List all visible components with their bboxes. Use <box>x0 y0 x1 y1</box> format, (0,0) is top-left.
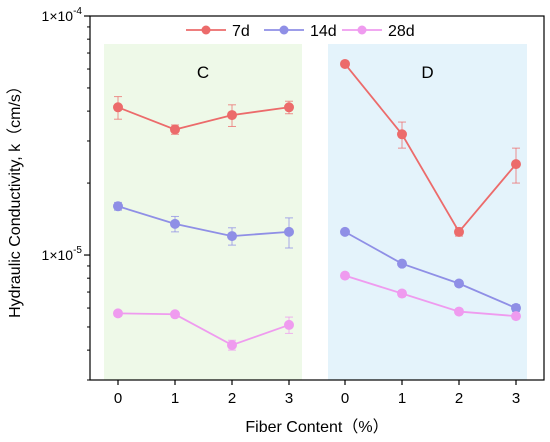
legend-item-14d: 14d <box>264 23 337 40</box>
legend-label: 28d <box>388 23 415 40</box>
plot-frame <box>89 15 545 381</box>
data-point <box>284 102 294 113</box>
legend-label: 7d <box>232 23 250 40</box>
legend-label: 14d <box>310 23 337 40</box>
data-point <box>511 311 521 322</box>
series-C-14d <box>113 201 294 249</box>
data-point <box>397 288 407 299</box>
series-line <box>117 312 290 347</box>
data-point <box>511 159 521 170</box>
data-point <box>284 226 294 237</box>
panel-label-D: D <box>421 63 433 82</box>
x-axis-label: Fiber Content（%） <box>245 418 388 436</box>
x-tick-label: 3 <box>512 390 520 407</box>
axes: 0 1 2 3 0 1 2 3 1×10-5 1×10-4 <box>42 6 521 407</box>
x-tick-label: 3 <box>285 390 293 407</box>
data-point <box>113 102 123 113</box>
x-tick-label: 1 <box>398 390 406 407</box>
series-line <box>344 231 517 309</box>
data-point <box>284 319 294 330</box>
data-point <box>227 340 237 351</box>
y-axis-label: Hydraulic Conductivity, k（cm/s） <box>6 78 24 318</box>
x-tick-label: 1 <box>171 390 179 407</box>
series-D-7d <box>340 58 521 237</box>
data-point <box>454 226 464 237</box>
data-point <box>454 278 464 289</box>
data-point <box>227 110 237 121</box>
series-D-14d <box>340 226 521 314</box>
data-point <box>170 309 180 320</box>
series-line <box>344 274 517 318</box>
data-point <box>227 231 237 242</box>
data-point <box>340 226 350 237</box>
series-line <box>344 63 517 234</box>
panel-label-C: C <box>197 63 209 82</box>
data-point <box>113 201 123 212</box>
data-point <box>340 58 350 69</box>
series-line <box>117 106 290 131</box>
series-C-7d <box>113 96 294 135</box>
series-layer <box>113 58 521 351</box>
data-point <box>454 306 464 317</box>
data-point <box>340 270 350 281</box>
legend-swatch-marker <box>201 25 211 35</box>
x-tick-label: 2 <box>455 390 463 407</box>
series-line <box>117 205 290 238</box>
data-point <box>113 308 123 319</box>
series-C-28d <box>113 308 294 351</box>
legend-swatch-marker <box>357 25 367 35</box>
legend-item-28d: 28d <box>342 23 415 40</box>
data-point <box>397 129 407 140</box>
x-tick-label: 0 <box>114 390 122 407</box>
legend-swatch-marker <box>279 25 289 35</box>
legend: 7d 14d 28d <box>186 23 415 40</box>
series-D-28d <box>340 270 521 322</box>
data-point <box>170 124 180 135</box>
data-point <box>170 218 180 229</box>
data-point <box>397 258 407 269</box>
y-tick-label: 1×10-5 <box>42 245 83 263</box>
x-tick-label: 2 <box>228 390 236 407</box>
legend-item-7d: 7d <box>186 23 250 40</box>
x-tick-label: 0 <box>341 390 349 407</box>
y-tick-label: 1×10-4 <box>42 6 83 24</box>
panel-background-D <box>328 44 527 380</box>
